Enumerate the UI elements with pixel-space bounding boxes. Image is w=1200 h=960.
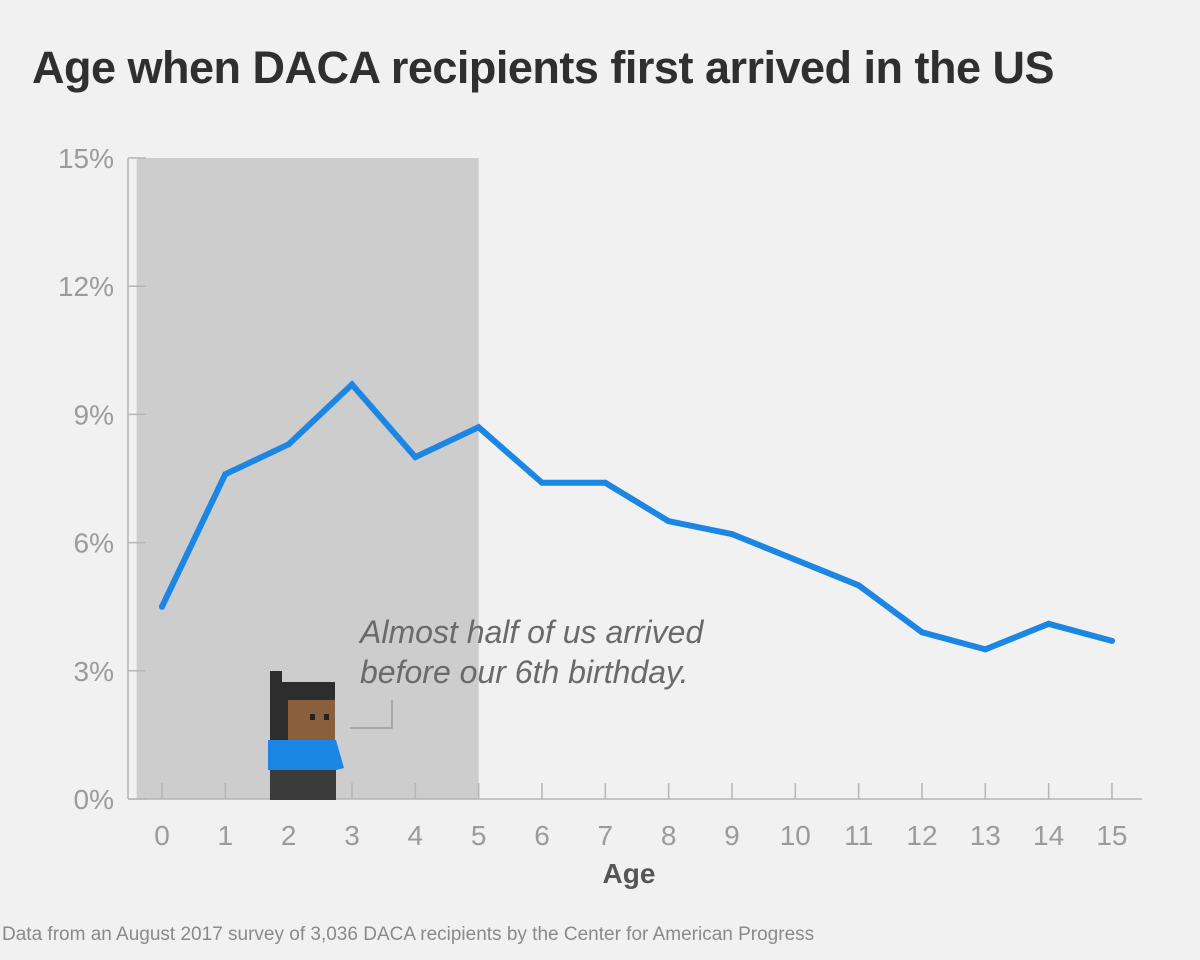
- data-point: [1108, 637, 1115, 644]
- x-tick-label: 9: [724, 820, 740, 851]
- data-point: [665, 518, 672, 525]
- x-tick-label: 5: [471, 820, 487, 851]
- annotation-line-2: before our 6th birthday.: [360, 654, 689, 690]
- data-point: [792, 556, 799, 563]
- x-tick-label: 7: [598, 820, 614, 851]
- chart-title: Age when DACA recipients first arrived i…: [32, 42, 1055, 93]
- x-tick-label: 3: [344, 820, 360, 851]
- data-point: [412, 454, 419, 461]
- y-tick-label: 15%: [58, 143, 114, 174]
- data-point: [285, 441, 292, 448]
- x-tick-label: 1: [218, 820, 234, 851]
- data-point: [602, 479, 609, 486]
- x-tick-label: 4: [408, 820, 424, 851]
- child-illustration-icon: [268, 671, 344, 800]
- data-point: [222, 471, 229, 478]
- data-point: [918, 629, 925, 636]
- source-footnote: Data from an August 2017 survey of 3,036…: [2, 924, 815, 945]
- x-tick-label: 8: [661, 820, 677, 851]
- y-axis: 0% 3% 6% 9% 12% 15%: [58, 143, 146, 815]
- x-tick-label: 15: [1096, 820, 1127, 851]
- y-tick-label: 6%: [74, 528, 114, 559]
- x-tick-label: 2: [281, 820, 297, 851]
- x-tick-label: 12: [906, 820, 937, 851]
- series-line: [159, 380, 1115, 653]
- y-tick-label: 3%: [74, 656, 114, 687]
- x-tick-label: 10: [780, 820, 811, 851]
- annotation-line-1: Almost half of us arrived: [358, 614, 704, 650]
- data-point: [538, 479, 545, 486]
- data-point: [728, 531, 735, 538]
- data-point: [159, 603, 165, 610]
- y-tick-label: 12%: [58, 271, 114, 302]
- x-tick-label: 11: [844, 820, 873, 851]
- x-axis: 0 1 2 3 4 5 6 7 8 9 10 11 12 13 14 15: [154, 783, 1128, 851]
- x-tick-label: 13: [970, 820, 1001, 851]
- x-axis-label: Age: [603, 858, 656, 889]
- x-tick-label: 6: [534, 820, 550, 851]
- data-point: [1045, 620, 1052, 627]
- x-tick-label: 0: [154, 820, 170, 851]
- data-point: [475, 424, 482, 431]
- data-point: [982, 646, 989, 653]
- data-point: [348, 381, 355, 388]
- annotation-connector: [350, 700, 393, 729]
- x-tick-label: 14: [1033, 820, 1064, 851]
- y-tick-label: 9%: [74, 399, 114, 430]
- y-tick-label: 0%: [74, 784, 114, 815]
- data-point: [855, 582, 862, 589]
